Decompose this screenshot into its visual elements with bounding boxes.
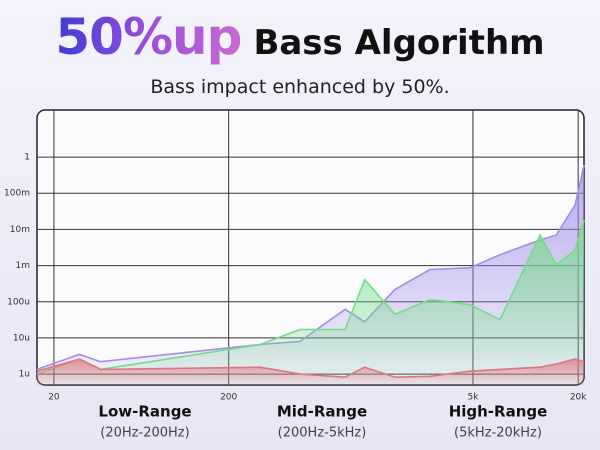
y-tick-label: 1u bbox=[19, 370, 30, 380]
area-fill bbox=[37, 359, 584, 385]
range-sub: (20Hz-200Hz) bbox=[100, 426, 189, 441]
y-tick-label: 10u bbox=[13, 333, 30, 343]
y-tick-label: 100m bbox=[4, 189, 30, 199]
header: 50%up Bass Algorithm bbox=[0, 8, 600, 66]
range-label: High-Range bbox=[449, 403, 548, 421]
range-sub: (5kHz-20kHz) bbox=[454, 426, 542, 441]
x-tick-label: 200 bbox=[220, 393, 237, 403]
title: Bass Algorithm bbox=[253, 23, 545, 63]
series-line bbox=[36, 164, 585, 371]
range-sub: (200Hz-5kHz) bbox=[278, 426, 367, 441]
y-tick-label: 10m bbox=[10, 225, 30, 235]
series-line bbox=[36, 358, 585, 379]
x-tick-label: 5k bbox=[467, 393, 479, 403]
x-tick-label: 20 bbox=[48, 393, 60, 403]
highlight: 50%up bbox=[55, 8, 242, 66]
range-label: Mid-Range bbox=[277, 403, 367, 421]
y-tick-label: 1m bbox=[16, 261, 31, 271]
area-fill bbox=[37, 220, 584, 385]
y-tick-label: 1 bbox=[24, 153, 30, 163]
x-tick-label: 20k bbox=[570, 393, 587, 403]
y-tick-label: 100u bbox=[7, 297, 30, 307]
series-line bbox=[36, 219, 585, 375]
subtitle: Bass impact enhanced by 50%. bbox=[150, 76, 450, 98]
range-label: Low-Range bbox=[98, 403, 191, 421]
